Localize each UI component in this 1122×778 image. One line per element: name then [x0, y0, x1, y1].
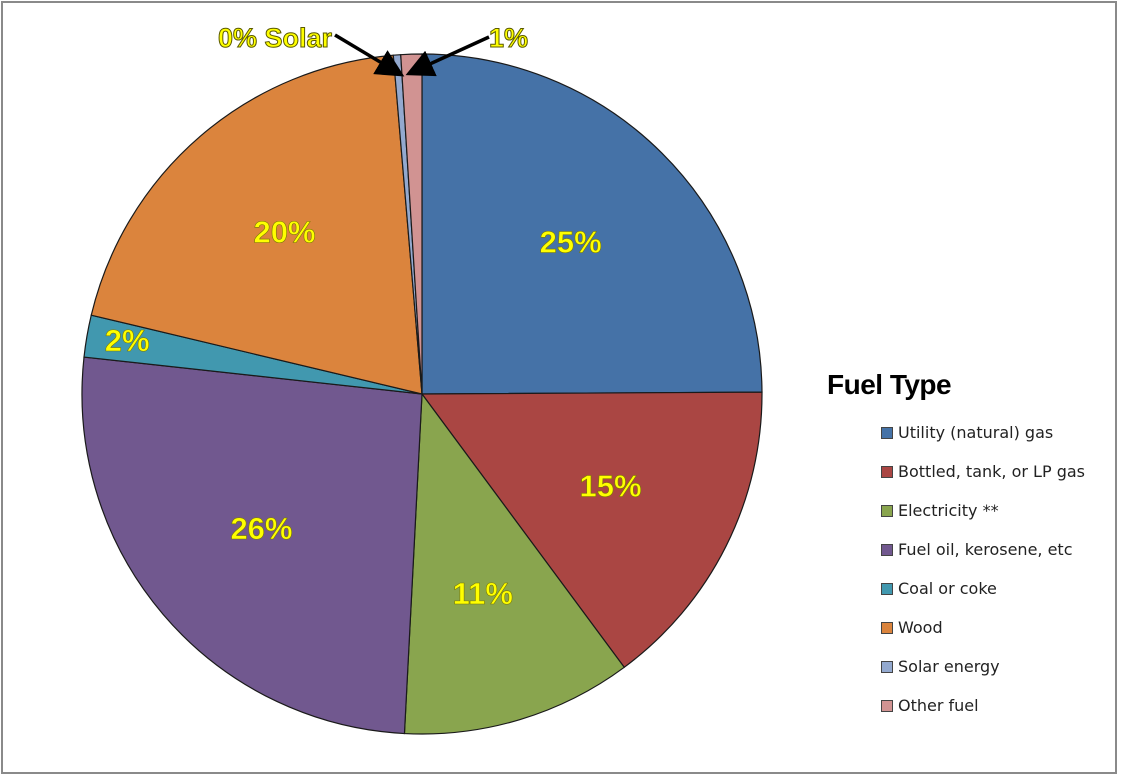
legend-item-utility-natural-gas: Utility (natural) gas [881, 413, 1115, 452]
slice-label-fuel-oil-kerosene-etc: 26% [230, 511, 292, 546]
legend-label-solar-energy: Solar energy [898, 657, 1000, 676]
legend-label-fuel-oil-kerosene-etc: Fuel oil, kerosene, etc [898, 540, 1073, 559]
legend-swatch-bottled-tank-or-lp-gas [881, 465, 893, 478]
legend-label-wood: Wood [898, 618, 943, 637]
callout-arrow-other-fuel [405, 35, 490, 77]
pie-slice-utility-natural-gas [421, 53, 763, 395]
legend-swatch-wood [881, 621, 893, 634]
legend-item-other-fuel: Other fuel [881, 686, 1115, 725]
legend-item-wood: Wood [881, 608, 1115, 647]
legend-label-other-fuel: Other fuel [898, 696, 979, 715]
legend-swatch-other-fuel [881, 699, 893, 712]
pie-chart: 25% 15% 11% 26% 2% 20% 0% Solar 1% [81, 23, 763, 735]
slice-label-wood: 20% [253, 214, 315, 249]
legend-label-utility-natural-gas: Utility (natural) gas [898, 423, 1054, 442]
legend-swatch-coal-or-coke [881, 582, 893, 595]
callout-label-other-fuel: 1% [489, 23, 528, 53]
legend-item-electricity: Electricity ** [881, 491, 1115, 530]
pie-slice-electricity [403, 392, 626, 735]
callout-label-solar-energy: 0% Solar [218, 23, 333, 53]
legend-swatch-electricity [881, 504, 893, 517]
legend-item-fuel-oil-kerosene-etc: Fuel oil, kerosene, etc [881, 530, 1115, 569]
legend-item-bottled-tank-or-lp-gas: Bottled, tank, or LP gas [881, 452, 1115, 491]
legend-swatch-utility-natural-gas [881, 426, 893, 439]
pie-slice-fuel-oil-kerosene-etc [81, 356, 423, 735]
pie-slice-wood [90, 54, 423, 395]
legend-item-solar-energy: Solar energy [881, 647, 1115, 686]
slice-label-utility-natural-gas: 25% [540, 225, 602, 260]
callout-arrow-solar-energy [334, 33, 405, 77]
pie-slice-bottled-tank-or-lp-gas [420, 391, 763, 669]
legend-item-coal-or-coke: Coal or coke [881, 569, 1115, 608]
legend-swatch-solar-energy [881, 660, 893, 673]
legend-label-coal-or-coke: Coal or coke [898, 579, 997, 598]
slice-label-bottled-tank-or-lp-gas: 15% [579, 469, 641, 504]
legend-label-electricity: Electricity ** [898, 501, 999, 520]
legend-swatch-fuel-oil-kerosene-etc [881, 543, 893, 556]
legend-label-bottled-tank-or-lp-gas: Bottled, tank, or LP gas [898, 462, 1085, 481]
legend-items: Utility (natural) gas Bottled, tank, or L… [825, 413, 1115, 725]
slice-label-coal-or-coke: 2% [105, 323, 150, 358]
slice-label-electricity: 11% [453, 576, 513, 611]
legend-title: Fuel Type [827, 369, 952, 400]
legend: Fuel Type Utility (natural) gas Bottled, … [825, 369, 1115, 725]
